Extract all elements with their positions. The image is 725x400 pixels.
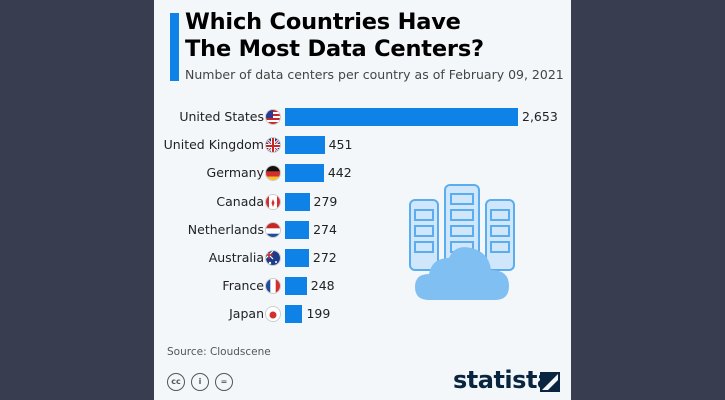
category-label: Netherlands [187, 221, 264, 237]
bar [285, 164, 324, 183]
statista-logo-icon [540, 372, 560, 392]
bar [285, 277, 307, 296]
source-note: Source: Cloudscene [167, 346, 271, 358]
title-line-2: The Most Data Centers? [185, 36, 484, 62]
japan-flag-icon [265, 306, 281, 323]
bar-row: Australia 272 [154, 249, 571, 267]
bar-row: France 248 [154, 277, 571, 296]
value-label: 199 [306, 306, 331, 322]
attribution-icon[interactable]: i [191, 373, 209, 391]
infographic-card: Which Countries Have The Most Data Cente… [154, 0, 571, 400]
server-cloud-illustration [409, 184, 515, 300]
no-derivatives-icon[interactable]: = [215, 373, 233, 391]
bar-row: Japan 199 [154, 305, 571, 324]
cc-icon[interactable]: cc [167, 373, 185, 391]
category-label: Germany [206, 165, 264, 181]
category-label: Japan [229, 306, 264, 322]
category-label: United States [179, 109, 264, 124]
value-label: 2,653 [522, 109, 558, 124]
france-flag-icon [265, 278, 281, 295]
category-label: Australia [208, 250, 264, 265]
uk-flag-icon [265, 137, 281, 154]
bar [285, 305, 303, 324]
chart-title: Which Countries Have The Most Data Cente… [185, 9, 484, 63]
category-label: France [222, 278, 264, 294]
bar [285, 249, 309, 267]
value-label: 279 [313, 193, 338, 209]
australia-flag-icon [265, 250, 281, 266]
us-flag-icon [265, 109, 281, 125]
bar [285, 108, 518, 126]
bar [285, 192, 310, 211]
bar-row: United States 2,653 [154, 108, 571, 126]
value-label: 272 [312, 250, 337, 265]
value-label: 442 [327, 165, 352, 181]
title-line-1: Which Countries Have [185, 9, 461, 35]
bar-row: United Kingdom 451 [154, 136, 571, 155]
bar-row: Canada 279 [154, 192, 571, 211]
chart-subtitle: Number of data centers per country as of… [185, 67, 564, 82]
germany-flag-icon [265, 165, 281, 182]
category-label: Canada [216, 193, 264, 209]
canada-flag-icon [265, 193, 281, 210]
value-label: 274 [313, 221, 337, 237]
category-label: United Kingdom [163, 137, 264, 153]
statista-logo[interactable]: statista [453, 366, 553, 394]
bar [285, 136, 325, 155]
netherlands-flag-icon [265, 221, 281, 238]
title-accent-bar [170, 13, 179, 81]
bar-row: Germany 442 [154, 164, 571, 183]
value-label: 451 [328, 137, 353, 153]
bar [285, 220, 310, 239]
value-label: 248 [310, 278, 335, 294]
bar-row: Netherlands 274 [154, 220, 571, 239]
